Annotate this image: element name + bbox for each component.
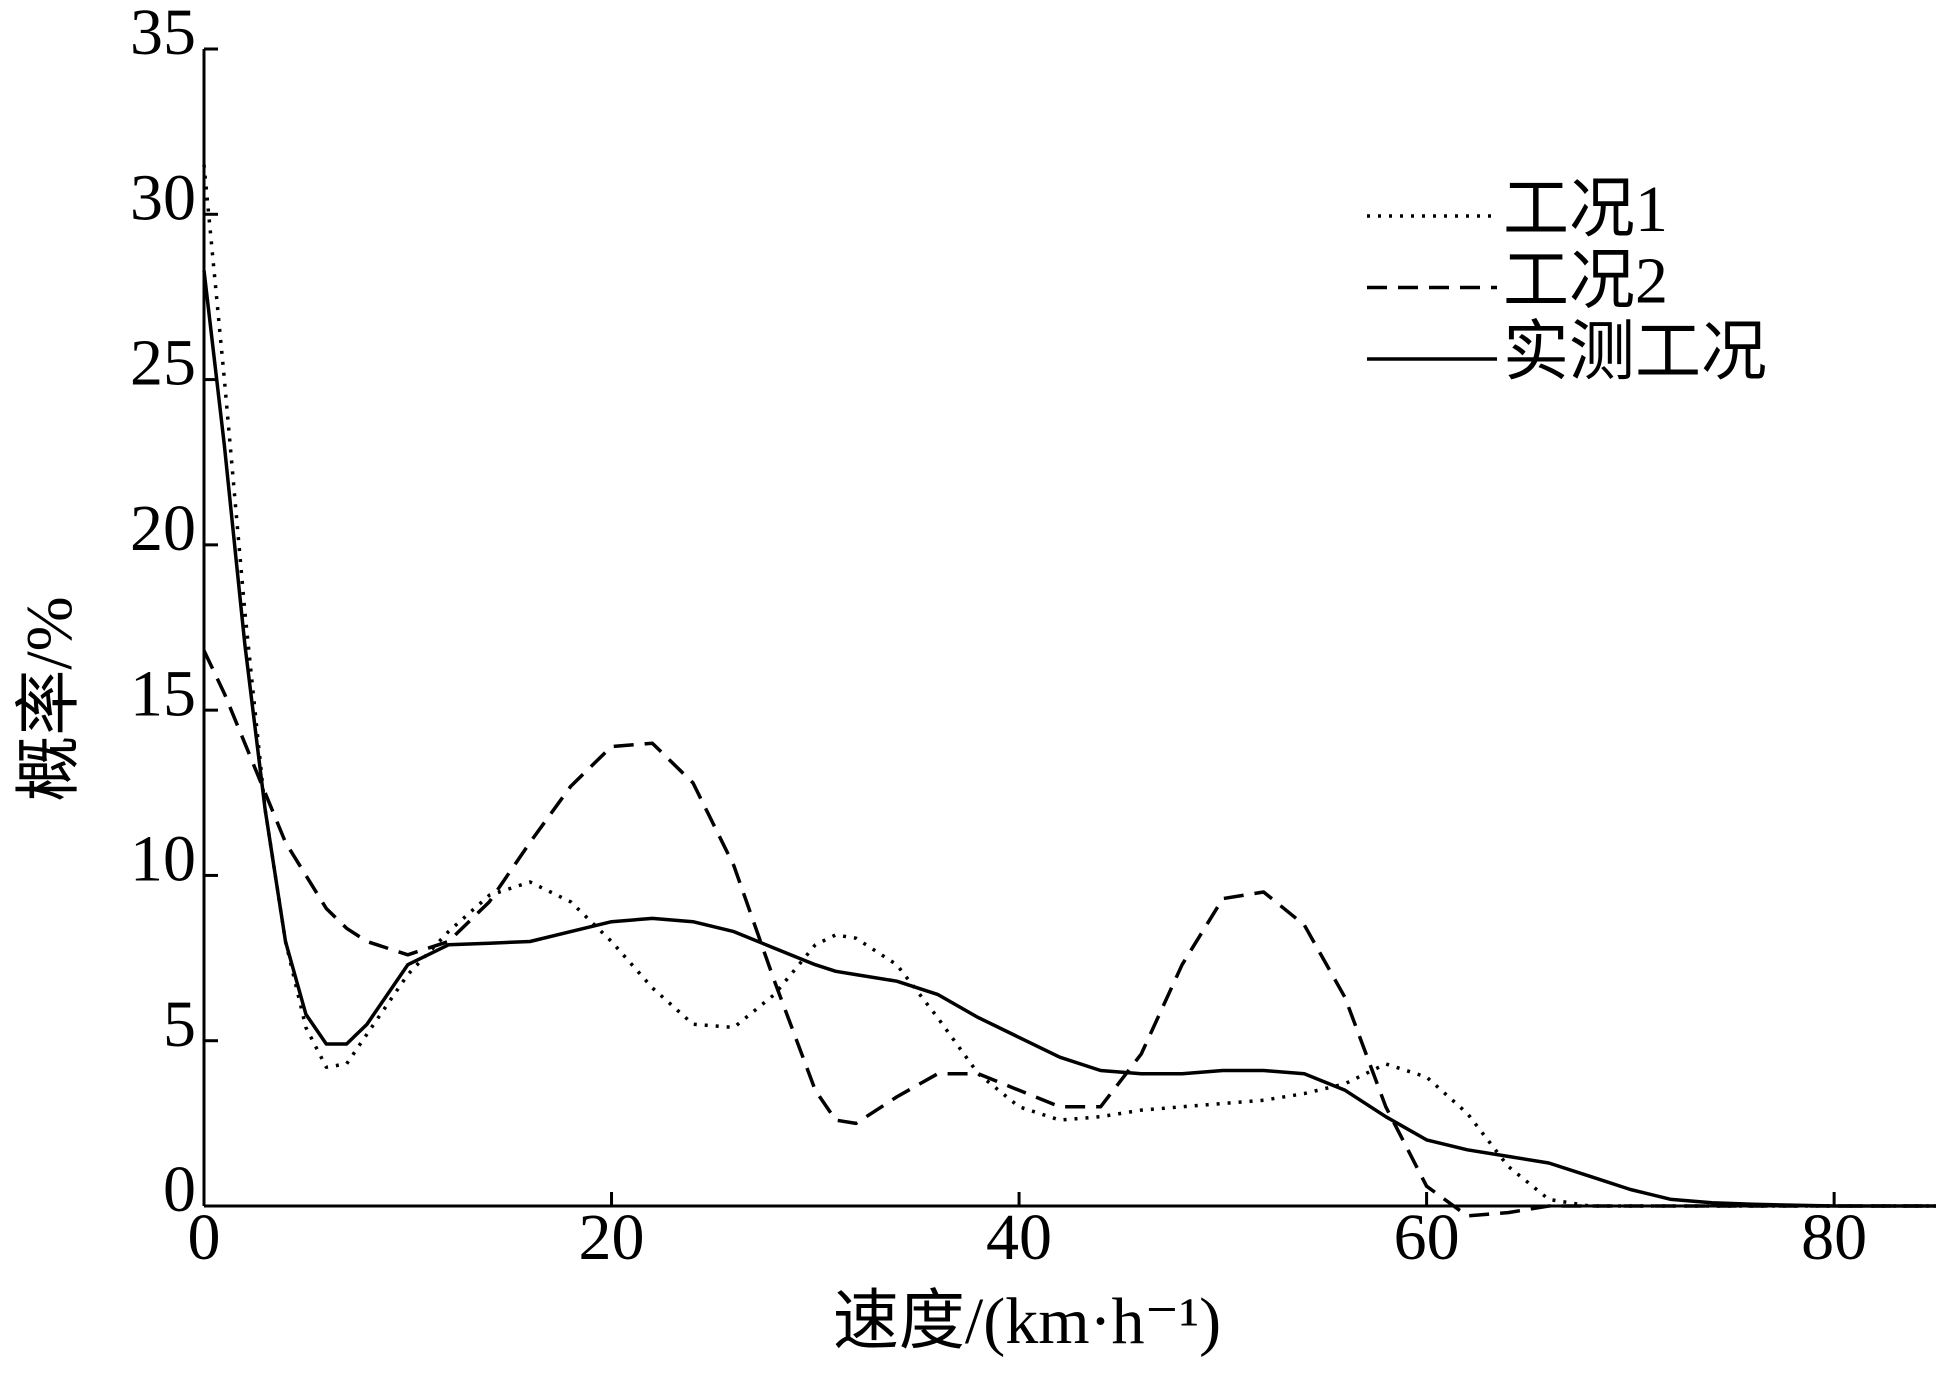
y-tick-label: 20 xyxy=(130,492,196,565)
y-tick-label: 15 xyxy=(130,657,196,730)
x-tick-label: 0 xyxy=(188,1201,221,1274)
y-tick-label: 30 xyxy=(130,161,196,234)
y-tick-label: 5 xyxy=(163,988,196,1061)
x-tick-label: 60 xyxy=(1394,1201,1460,1274)
x-tick-label: 20 xyxy=(579,1201,645,1274)
y-axis-label: 概率/% xyxy=(13,596,86,801)
series-line xyxy=(202,270,1936,1208)
series-line xyxy=(202,649,1936,1218)
x-axis-label: 速度/(km·h⁻¹) xyxy=(833,1285,1221,1358)
legend-label: 工况2 xyxy=(1503,245,1668,318)
y-tick-label: 25 xyxy=(130,327,196,400)
legend-label: 实测工况 xyxy=(1503,316,1767,389)
x-tick-label: 40 xyxy=(986,1201,1052,1274)
y-tick-label: 10 xyxy=(130,823,196,896)
legend-label: 工况1 xyxy=(1503,173,1668,246)
x-tick-label: 80 xyxy=(1801,1201,1867,1274)
y-tick-label: 35 xyxy=(130,0,196,69)
y-tick-label: 0 xyxy=(163,1153,196,1226)
